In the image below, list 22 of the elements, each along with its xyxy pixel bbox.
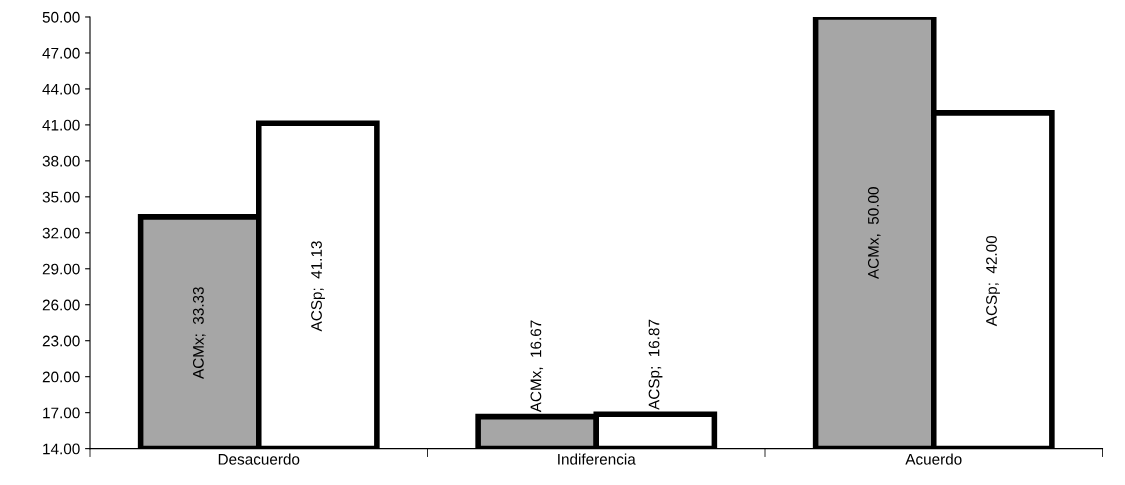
data-label: ACMx; 33.33: [192, 287, 206, 379]
y-tick-label: 47.00: [42, 47, 80, 59]
y-tick-label: 29.00: [42, 263, 80, 275]
y-tick-label: 20.00: [42, 371, 80, 383]
x-tick-label: Acuerdo: [905, 453, 962, 465]
data-label: ACSp; 42.00: [986, 235, 1000, 327]
y-tick-label: 50.00: [42, 11, 80, 23]
data-label: ACSp; 41.13: [311, 241, 325, 332]
y-tick-label: 32.00: [42, 227, 80, 239]
y-tick-label: 23.00: [42, 335, 80, 347]
y-tick-label: 41.00: [42, 119, 80, 131]
y-tick-label: 35.00: [42, 191, 80, 203]
y-tick-label: 38.00: [42, 155, 80, 167]
x-tick-label: Desacuerdo: [218, 453, 300, 465]
x-tick-label: Indiferencia: [558, 453, 636, 465]
y-tick-label: 26.00: [42, 299, 80, 311]
y-tick-label: 44.00: [42, 83, 80, 95]
data-label: ACSp; 16.87: [648, 319, 663, 410]
data-label: ACMx, 50.00: [867, 187, 881, 280]
data-label: ACMx, 16.67: [530, 320, 544, 413]
y-tick-label: 14.00: [43, 443, 80, 455]
y-tick-label: 17.00: [43, 407, 80, 419]
